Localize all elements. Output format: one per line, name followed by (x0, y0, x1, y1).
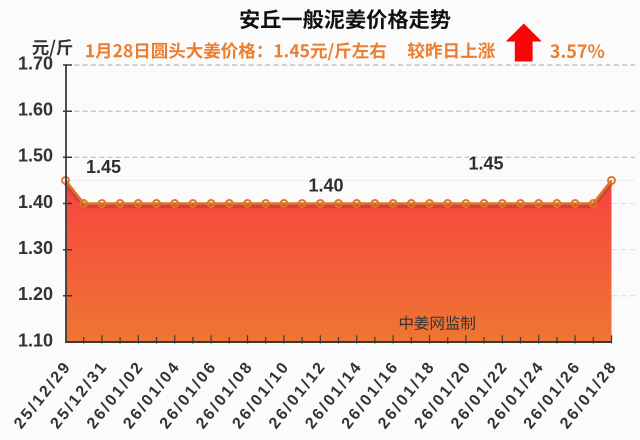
svg-text:1.40: 1.40 (18, 192, 53, 212)
svg-text:1.40: 1.40 (308, 176, 343, 196)
svg-text:1.45: 1.45 (86, 157, 121, 177)
svg-text:1.60: 1.60 (18, 100, 53, 120)
svg-text:1.45: 1.45 (468, 154, 503, 174)
svg-text:1.10: 1.10 (18, 330, 53, 350)
svg-text:1.30: 1.30 (18, 238, 53, 258)
svg-text:1.20: 1.20 (18, 284, 53, 304)
svg-text:1.70: 1.70 (18, 53, 53, 73)
svg-text:1.50: 1.50 (18, 146, 53, 166)
